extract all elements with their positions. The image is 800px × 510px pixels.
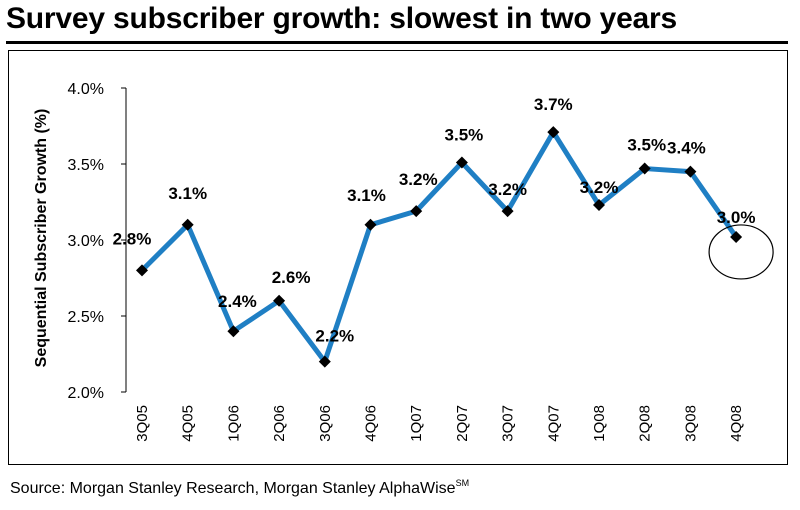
x-tick-label: 1Q07	[408, 405, 425, 442]
series-line	[140, 129, 739, 365]
chart-title: Survey subscriber growth: slowest in two…	[6, 2, 678, 35]
data-point	[501, 205, 514, 218]
data-point	[730, 230, 743, 243]
x-tick-label: 4Q05	[180, 405, 197, 442]
data-label: 3.0%	[717, 208, 756, 227]
data-label: 3.5%	[445, 125, 484, 144]
data-point	[181, 218, 194, 231]
data-point	[547, 126, 560, 139]
data-label: 2.2%	[315, 327, 354, 346]
source-note: Source: Morgan Stanley Research, Morgan …	[10, 478, 469, 498]
chart-frame	[8, 50, 788, 465]
data-point	[227, 325, 240, 338]
data-point	[318, 355, 331, 368]
data-label: 3.2%	[580, 178, 619, 197]
data-label: 2.4%	[218, 292, 257, 311]
y-tick-label: 2.5%	[68, 309, 104, 326]
y-tick-label: 3.5%	[68, 157, 104, 174]
x-tick-label: 4Q07	[545, 405, 562, 442]
x-tick-label: 3Q05	[134, 405, 151, 442]
x-tick-label: 3Q08	[682, 405, 699, 442]
data-point	[684, 165, 697, 178]
x-tick-label: 1Q06	[225, 405, 242, 442]
x-tick-label: 2Q07	[454, 405, 471, 442]
data-label: 3.7%	[534, 95, 573, 114]
y-tick-label: 3.0%	[68, 233, 104, 250]
data-label: 2.8%	[113, 229, 152, 248]
x-tick-label: 2Q06	[271, 405, 288, 442]
data-point	[455, 156, 468, 169]
data-label: 3.4%	[667, 139, 706, 158]
x-tick-label: 1Q08	[591, 405, 608, 442]
x-tick-label: 3Q06	[317, 405, 334, 442]
data-point	[273, 294, 286, 307]
y-tick-label: 2.0%	[68, 385, 104, 402]
data-label: 3.1%	[347, 186, 386, 205]
data-label: 3.1%	[168, 184, 207, 203]
x-tick-label: 2Q08	[637, 405, 654, 442]
data-label: 2.6%	[272, 268, 311, 287]
x-tick-label: 3Q07	[500, 405, 517, 442]
data-point	[593, 199, 605, 212]
source-superscript: SM	[455, 478, 470, 488]
data-label: 3.2%	[488, 180, 527, 199]
data-point	[136, 264, 148, 277]
line-chart: 2.0% 2.5% 3.0% 3.5% 4.0% Sequential Subscribe…	[33, 81, 774, 442]
highlight-circle	[708, 224, 774, 280]
title-rule	[6, 41, 788, 44]
data-point	[638, 162, 651, 175]
x-tick-label: 4Q08	[728, 405, 745, 442]
source-text: Source: Morgan Stanley Research, Morgan …	[10, 480, 456, 497]
y-tick-label: 4.0%	[68, 81, 104, 98]
data-point	[364, 218, 377, 231]
x-tick-label: 4Q06	[363, 405, 380, 442]
data-point	[410, 205, 423, 218]
data-label: 3.5%	[627, 136, 666, 155]
y-axis-title: Sequential Subscriber Growth (%)	[33, 109, 50, 368]
data-label: 3.2%	[399, 170, 438, 189]
